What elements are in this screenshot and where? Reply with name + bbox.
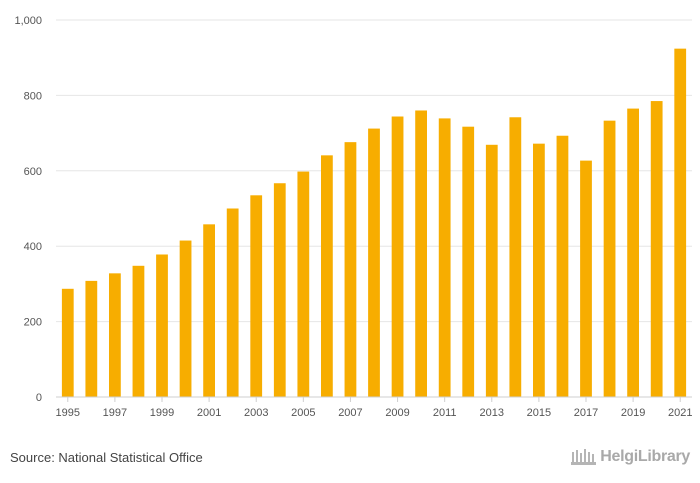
bar-2015[interactable] bbox=[533, 143, 545, 397]
x-tick-label: 1997 bbox=[103, 407, 127, 419]
y-axis-ticks: 0 200 400 600 800 1,000 bbox=[14, 15, 42, 404]
bar-2000[interactable] bbox=[179, 240, 192, 397]
bar-2001[interactable] bbox=[203, 224, 215, 397]
x-tick-label: 2003 bbox=[244, 407, 268, 419]
bar-1995[interactable] bbox=[61, 288, 74, 397]
x-tick-label: 2015 bbox=[527, 407, 551, 419]
bar-2019[interactable] bbox=[627, 108, 639, 397]
y-tick-label: 400 bbox=[24, 241, 42, 253]
bar-1996[interactable] bbox=[85, 280, 98, 397]
bar-1997[interactable] bbox=[109, 273, 121, 397]
x-tick-label: 1995 bbox=[56, 407, 80, 419]
x-tick-label: 2013 bbox=[480, 407, 504, 419]
source-note: Source: National Statistical Office bbox=[10, 450, 203, 465]
x-axis-ticks: 1995 1997 1999 2001 2003 2005 2007 2009 2011 2013… bbox=[56, 397, 692, 419]
bar-2007[interactable] bbox=[344, 142, 357, 397]
y-tick-label: 600 bbox=[24, 166, 42, 178]
x-tick-label: 2011 bbox=[433, 407, 457, 419]
bars bbox=[61, 48, 687, 398]
y-tick-label: 800 bbox=[24, 90, 42, 102]
y-tick-label: 0 bbox=[36, 392, 42, 404]
x-tick-label: 2019 bbox=[621, 407, 645, 419]
x-tick-label: 2017 bbox=[574, 407, 598, 419]
x-tick-label: 2005 bbox=[291, 407, 315, 419]
helgi-library-logo[interactable]: HelgiLibrary bbox=[571, 448, 690, 466]
bar-2006[interactable] bbox=[321, 155, 333, 397]
bar-1999[interactable] bbox=[156, 254, 168, 397]
bar-2014[interactable] bbox=[509, 117, 522, 398]
library-building-icon bbox=[571, 449, 597, 465]
chart-footer: Source: National Statistical Office Helg… bbox=[0, 448, 700, 472]
bar-2003[interactable] bbox=[250, 195, 263, 397]
bar-2012[interactable] bbox=[462, 126, 475, 397]
bar-2020[interactable] bbox=[650, 101, 663, 397]
bar-2016[interactable] bbox=[556, 135, 569, 398]
bar-2017[interactable] bbox=[580, 160, 592, 397]
bar-2005[interactable] bbox=[297, 171, 310, 397]
bar-2021[interactable] bbox=[674, 48, 687, 398]
bar-chart: 0 200 400 600 800 1,000 1995 1997 1999 2001 2003 2… bbox=[14, 15, 692, 419]
bar-2002[interactable] bbox=[226, 208, 239, 398]
bar-2010[interactable] bbox=[415, 110, 427, 397]
x-tick-label: 2007 bbox=[338, 407, 362, 419]
bar-2018[interactable] bbox=[603, 120, 616, 397]
brand-name: HelgiLibrary bbox=[600, 448, 690, 465]
bar-2004[interactable] bbox=[273, 183, 286, 397]
x-tick-label: 2001 bbox=[197, 407, 221, 419]
y-tick-label: 200 bbox=[24, 317, 42, 329]
bar-2009[interactable] bbox=[391, 116, 404, 397]
bar-2008[interactable] bbox=[368, 128, 380, 397]
x-tick-label: 2009 bbox=[385, 407, 409, 419]
x-tick-label: 2021 bbox=[668, 407, 692, 419]
y-tick-label: 1,000 bbox=[14, 15, 42, 27]
bar-1998[interactable] bbox=[132, 265, 145, 397]
bar-2013[interactable] bbox=[485, 144, 498, 397]
x-tick-label: 1999 bbox=[150, 407, 174, 419]
bar-2011[interactable] bbox=[438, 118, 451, 398]
